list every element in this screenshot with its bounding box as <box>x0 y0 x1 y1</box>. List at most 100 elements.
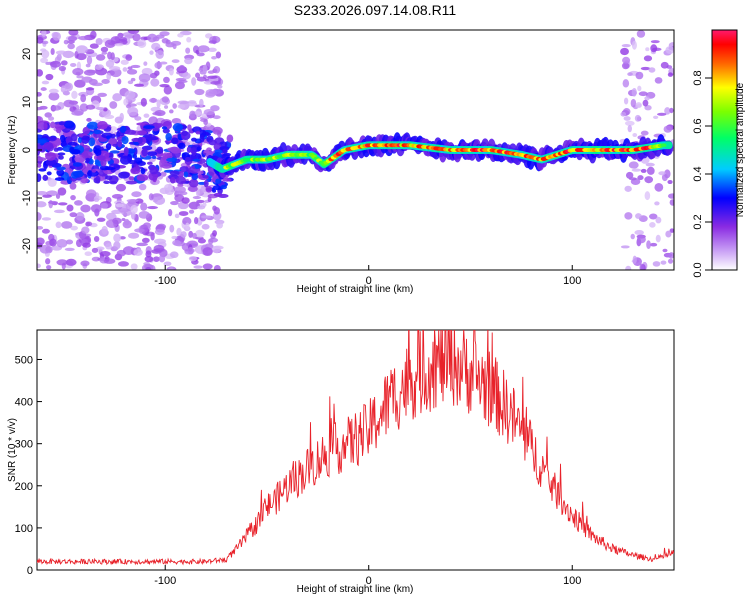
heatmap-band-cell <box>171 137 179 145</box>
heatmap-noise-cell <box>60 85 67 93</box>
heatmap-noise-cell <box>46 190 58 197</box>
heatmap-noise-cell <box>41 30 47 37</box>
heatmap-band-cell <box>72 170 84 178</box>
heatmap-noise-cell <box>127 80 134 85</box>
heatmap-noise-cell <box>117 261 129 267</box>
colorbar: 0.0 0.2 0.4 0.6 0.8 Normalized spectral ampl… <box>692 29 746 278</box>
heatmap-band-cell <box>140 167 146 175</box>
heatmap-noise-cell <box>71 110 84 116</box>
heatmap-noise-cell <box>134 228 145 233</box>
heatmap-noise-cell <box>136 125 142 131</box>
heatmap-band-cell <box>177 142 186 150</box>
heatmap-noise-cell <box>149 72 158 79</box>
heatmap-noise-cell <box>663 125 672 133</box>
heatmap-band-cell <box>37 173 42 182</box>
heatmap-noise-cell <box>197 205 206 210</box>
heatmap-noise-cell <box>176 227 182 236</box>
heatmap-noise-cell <box>143 61 148 66</box>
heatmap-band-cell <box>186 146 192 153</box>
heatmap-noise-cell <box>115 183 127 192</box>
heatmap-band-cell <box>45 152 57 161</box>
heatmap-noise-cell <box>167 209 173 217</box>
heatmap-noise-cell <box>71 90 78 99</box>
heatmap-band-cell <box>128 176 135 181</box>
heatmap-noise-cell <box>154 62 163 69</box>
heatmap-band-cell <box>69 146 75 153</box>
heatmap-noise-cell <box>132 33 141 42</box>
heatmap-noise-cell <box>85 63 91 68</box>
heatmap-band-cell <box>136 174 149 182</box>
heatmap-noise-cell <box>211 245 221 254</box>
heatmap-band-cell <box>105 143 112 151</box>
heatmap-ridge-mid <box>665 141 673 150</box>
colorbar-tick-label: 0.6 <box>692 118 704 133</box>
heatmap-noise-cell <box>644 105 652 111</box>
heatmap-noise-cell <box>215 51 222 59</box>
heatmap-noise-cell <box>664 107 671 115</box>
heatmap-noise-cell <box>622 56 631 64</box>
heatmap-noise-cell <box>213 66 221 74</box>
heatmap-noise-cell <box>134 116 142 121</box>
heatmap-band-cell <box>149 166 159 175</box>
heatmap-noise-cell <box>172 103 177 109</box>
heatmap-noise-cell <box>91 82 103 87</box>
heatmap-noise-cell <box>668 252 674 259</box>
heatmap-noise-cell <box>189 110 196 119</box>
heatmap-noise-cell <box>655 216 662 224</box>
heatmap-noise-cell <box>212 115 221 120</box>
heatmap-noise-cell <box>178 79 188 84</box>
heatmap-noise-cell <box>163 261 172 267</box>
heatmap-noise-cell <box>174 186 186 194</box>
heatmap-noise-cell <box>182 217 192 226</box>
heatmap-noise-cell <box>177 33 184 38</box>
heatmap-noise-cell <box>649 221 656 228</box>
heatmap-band-cell <box>197 170 204 175</box>
heatmap-noise-cell <box>95 38 103 46</box>
heatmap-noise-cell <box>213 265 221 270</box>
heatmap-noise-cell <box>82 242 91 248</box>
heatmap-noise-cell <box>638 91 648 97</box>
heatmap-band-cell <box>100 158 107 167</box>
heatmap-noise-cell <box>136 242 149 247</box>
heatmap-noise-cell <box>37 190 48 196</box>
heatmap-band-cell <box>220 184 228 190</box>
heatmap-noise-cell <box>93 197 100 202</box>
heatmap-band-cell <box>86 121 99 130</box>
heatmap-noise-cell <box>121 217 126 222</box>
heatmap-noise-cell <box>52 31 62 41</box>
heatmap-noise-cell <box>217 84 223 89</box>
heatmap-noise-cell <box>199 98 204 108</box>
heatmap-band-cell <box>199 134 205 143</box>
snr-x-label: Height of straight line (km) <box>297 584 414 595</box>
heatmap-noise-cell <box>65 258 77 266</box>
heatmap-noise-cell <box>632 255 637 264</box>
heatmap-noise-cell <box>126 103 137 107</box>
heatmap-band-cell <box>195 130 201 135</box>
heatmap-band-cell <box>67 141 78 146</box>
heatmap-noise-cell <box>120 59 129 65</box>
heatmap-noise-cell <box>127 66 133 70</box>
heatmap-noise-cell <box>51 105 62 111</box>
heatmap-band-cell <box>119 155 131 165</box>
heatmap-noise-cell <box>185 47 191 54</box>
heatmap-band-cell <box>161 162 173 169</box>
heatmap-noise-cell <box>48 116 55 121</box>
heatmap-band-cell <box>161 126 168 130</box>
heatmap-noise-cell <box>95 54 106 61</box>
heatmap-noise-cell <box>212 230 217 237</box>
heatmap-noise-cell <box>191 77 197 86</box>
heatmap-noise-cell <box>138 183 147 191</box>
heatmap-noise-cell <box>665 230 672 238</box>
heatmap-band-cell <box>109 150 120 154</box>
heatmap-noise-cell <box>126 199 139 203</box>
heatmap-noise-cell <box>171 59 180 64</box>
heatmap-noise-cell <box>47 200 59 205</box>
colorbar-tick-label: 0.8 <box>692 70 704 85</box>
heatmap-noise-cell <box>156 223 167 230</box>
heatmap-noise-cell <box>105 60 115 68</box>
heatmap-noise-cell <box>654 77 663 84</box>
heatmap-noise-cell <box>130 263 138 270</box>
heatmap-noise-cell <box>625 265 632 270</box>
heatmap-noise-cell <box>40 87 47 91</box>
heatmap-noise-cell <box>41 80 50 85</box>
